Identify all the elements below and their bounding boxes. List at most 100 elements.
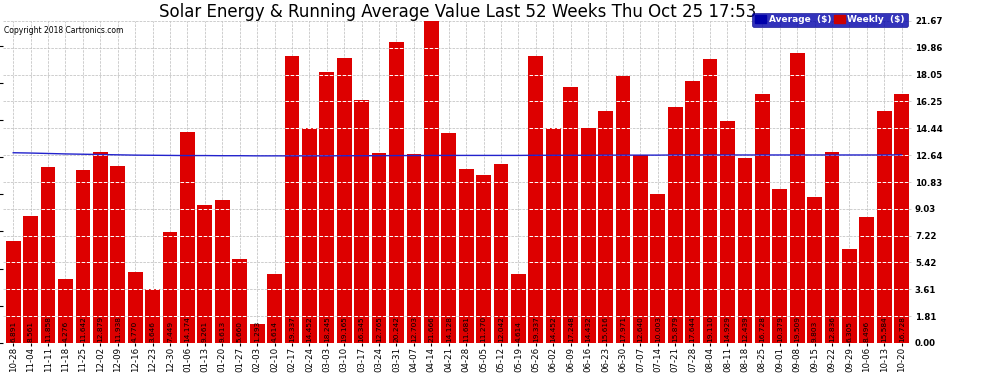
Text: 8.496: 8.496 xyxy=(864,321,870,342)
Bar xyxy=(807,197,822,343)
Bar xyxy=(215,200,230,343)
Bar xyxy=(110,165,125,343)
Bar xyxy=(249,324,264,343)
Text: 14.128: 14.128 xyxy=(446,316,451,342)
Bar xyxy=(197,206,212,343)
Bar xyxy=(458,170,473,343)
Text: 15.616: 15.616 xyxy=(603,316,609,342)
Bar xyxy=(284,56,299,343)
Bar xyxy=(755,94,770,343)
Bar xyxy=(371,153,386,343)
Text: 19.165: 19.165 xyxy=(342,316,347,342)
Text: 15.879: 15.879 xyxy=(672,316,678,342)
Bar xyxy=(58,279,73,343)
Bar xyxy=(598,111,613,343)
Bar xyxy=(233,259,248,343)
Bar xyxy=(616,76,631,343)
Bar xyxy=(581,129,596,343)
Bar xyxy=(23,216,38,343)
Text: 19.337: 19.337 xyxy=(289,316,295,342)
Text: 4.770: 4.770 xyxy=(133,321,139,342)
Text: 20.242: 20.242 xyxy=(393,316,400,342)
Bar xyxy=(407,154,422,343)
Bar xyxy=(146,289,160,343)
Text: 16.728: 16.728 xyxy=(899,316,905,342)
Text: 14.929: 14.929 xyxy=(725,316,731,342)
Bar xyxy=(180,132,195,343)
Text: 19.509: 19.509 xyxy=(794,316,800,342)
Bar xyxy=(650,194,665,343)
Text: 6.305: 6.305 xyxy=(846,321,852,342)
Bar xyxy=(6,240,21,343)
Text: 11.938: 11.938 xyxy=(115,316,121,342)
Text: 16.345: 16.345 xyxy=(358,316,364,342)
Bar xyxy=(772,189,787,343)
Text: 16.728: 16.728 xyxy=(759,316,765,342)
Bar xyxy=(545,128,560,343)
Text: 21.666: 21.666 xyxy=(429,316,435,342)
Text: 14.174: 14.174 xyxy=(184,316,190,342)
Text: 10.379: 10.379 xyxy=(777,316,783,342)
Bar xyxy=(511,274,526,343)
Text: 3.646: 3.646 xyxy=(149,321,155,342)
Bar xyxy=(320,72,335,343)
Text: 4.614: 4.614 xyxy=(271,321,277,342)
Bar xyxy=(442,133,456,343)
Bar xyxy=(668,107,683,343)
Text: 19.110: 19.110 xyxy=(707,316,713,342)
Bar xyxy=(529,56,544,343)
Text: 12.042: 12.042 xyxy=(498,316,504,342)
Bar xyxy=(93,152,108,343)
Text: Copyright 2018 Cartronics.com: Copyright 2018 Cartronics.com xyxy=(4,26,123,35)
Text: 17.248: 17.248 xyxy=(567,316,573,342)
Bar xyxy=(389,42,404,343)
Text: 8.561: 8.561 xyxy=(28,321,34,342)
Text: 12.439: 12.439 xyxy=(742,316,747,342)
Bar xyxy=(877,111,892,343)
Bar xyxy=(633,155,647,343)
Bar xyxy=(790,53,805,343)
Text: 14.452: 14.452 xyxy=(550,316,556,342)
Bar xyxy=(703,59,718,343)
Text: 9.613: 9.613 xyxy=(219,321,226,342)
Bar xyxy=(494,164,509,343)
Bar xyxy=(337,58,351,343)
Bar xyxy=(162,232,177,343)
Text: 14.452: 14.452 xyxy=(306,316,313,342)
Bar xyxy=(563,87,578,343)
Text: 12.836: 12.836 xyxy=(829,316,835,342)
Text: 11.681: 11.681 xyxy=(463,316,469,342)
Bar xyxy=(302,128,317,343)
Bar xyxy=(424,21,439,343)
Bar xyxy=(354,100,369,343)
Bar xyxy=(75,170,90,343)
Text: 11.270: 11.270 xyxy=(480,316,487,342)
Bar xyxy=(128,272,143,343)
Bar xyxy=(842,249,856,343)
Bar xyxy=(720,121,735,343)
Bar xyxy=(267,274,282,343)
Text: 12.640: 12.640 xyxy=(638,316,644,342)
Text: 1.293: 1.293 xyxy=(254,321,260,342)
Text: 12.879: 12.879 xyxy=(97,316,103,342)
Text: 4.276: 4.276 xyxy=(62,321,68,342)
Text: 6.891: 6.891 xyxy=(10,321,16,342)
Text: 11.642: 11.642 xyxy=(80,316,86,342)
Bar xyxy=(738,158,752,343)
Bar xyxy=(825,152,840,343)
Text: 4.614: 4.614 xyxy=(516,321,522,342)
Bar xyxy=(894,94,909,343)
Text: 12.703: 12.703 xyxy=(411,316,417,342)
Text: 17.971: 17.971 xyxy=(620,316,626,342)
Text: 7.449: 7.449 xyxy=(167,321,173,342)
Text: 9.261: 9.261 xyxy=(202,321,208,342)
Text: 10.003: 10.003 xyxy=(654,316,660,342)
Text: 5.660: 5.660 xyxy=(237,321,243,342)
Bar xyxy=(41,167,55,343)
Text: 11.858: 11.858 xyxy=(46,316,51,342)
Text: 14.432: 14.432 xyxy=(585,316,591,342)
Text: 19.337: 19.337 xyxy=(533,316,539,342)
Bar xyxy=(859,217,874,343)
Text: 18.245: 18.245 xyxy=(324,316,330,342)
Text: 9.803: 9.803 xyxy=(812,321,818,342)
